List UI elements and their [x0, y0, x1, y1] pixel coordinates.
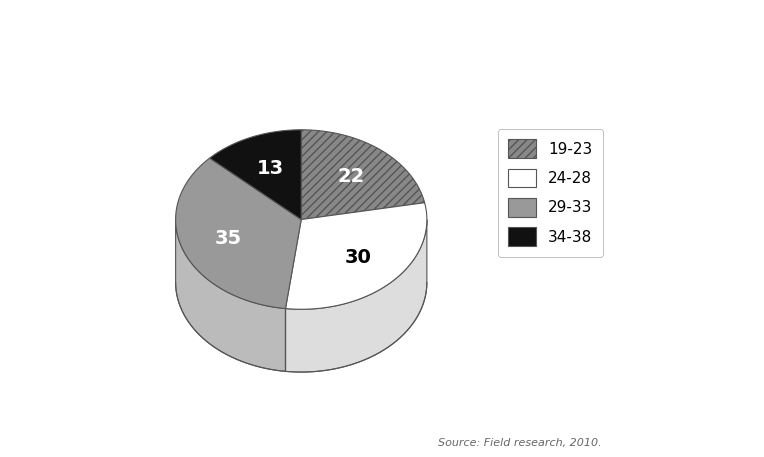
Text: 35: 35 [215, 229, 241, 248]
Legend: 19-23, 24-28, 29-33, 34-38: 19-23, 24-28, 29-33, 34-38 [497, 128, 604, 257]
Text: 30: 30 [345, 248, 371, 267]
Polygon shape [176, 220, 286, 372]
Polygon shape [209, 130, 301, 219]
Text: Source: Field research, 2010.: Source: Field research, 2010. [439, 438, 602, 448]
Text: 22: 22 [337, 167, 364, 186]
Text: 13: 13 [257, 159, 284, 178]
Polygon shape [286, 219, 427, 372]
Polygon shape [176, 158, 301, 308]
Polygon shape [301, 130, 425, 219]
Polygon shape [286, 203, 427, 309]
